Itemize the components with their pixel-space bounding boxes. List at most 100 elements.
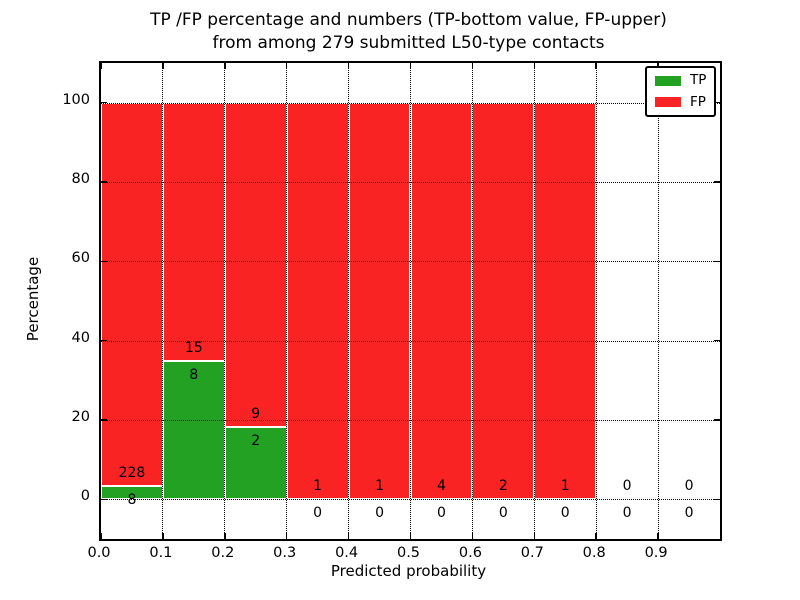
x-tick-top bbox=[533, 63, 536, 69]
x-tick-top bbox=[162, 63, 164, 69]
chart-title: TP /FP percentage and numbers (TP-bottom… bbox=[99, 9, 718, 55]
x-tick-bottom bbox=[162, 533, 164, 539]
fp-bar-segment bbox=[162, 102, 225, 362]
chart-title-line2: from among 279 submitted L50-type contac… bbox=[212, 33, 605, 53]
fp-count-label: 228 bbox=[118, 464, 146, 481]
y-tick-right bbox=[714, 101, 720, 104]
y-tick-left bbox=[101, 498, 107, 501]
x-tick-label: 0.1 bbox=[149, 545, 173, 561]
fp-legend-label: FP bbox=[690, 93, 706, 110]
tp-legend-label: TP bbox=[690, 72, 707, 88]
y-tick-label: 60 bbox=[71, 250, 90, 267]
x-gridline bbox=[657, 63, 659, 539]
x-gridline bbox=[595, 63, 597, 539]
fp-count-label: 4 bbox=[436, 478, 446, 495]
y-tick-right bbox=[714, 339, 720, 342]
y-tick-left bbox=[101, 101, 107, 104]
x-tick-top bbox=[224, 63, 226, 69]
fp-bar-segment bbox=[224, 102, 287, 428]
y-tick-right bbox=[714, 260, 720, 263]
x-tick-label: 0.6 bbox=[458, 545, 482, 561]
y-tick-label: 40 bbox=[71, 329, 90, 346]
y-tick-left bbox=[101, 260, 107, 263]
x-tick-bottom bbox=[657, 533, 659, 539]
tp-count-label: 0 bbox=[684, 505, 694, 522]
x-tick-label: 0.9 bbox=[644, 545, 668, 561]
x-gridline bbox=[471, 63, 473, 539]
y-tick-label: 20 bbox=[71, 409, 90, 425]
tp-legend-swatch bbox=[655, 75, 681, 86]
x-gridline bbox=[162, 63, 164, 539]
x-tick-bottom bbox=[224, 533, 226, 539]
fp-count-label: 15 bbox=[184, 340, 203, 357]
fp-count-label: 1 bbox=[313, 478, 323, 495]
tp-count-label: 0 bbox=[375, 505, 384, 522]
x-tick-top bbox=[100, 63, 102, 69]
x-gridline bbox=[224, 63, 226, 539]
x-tick-label: 0.3 bbox=[273, 545, 297, 561]
fp-legend-swatch bbox=[655, 97, 681, 108]
y-tick-right bbox=[714, 419, 720, 421]
x-tick-label: 0.8 bbox=[582, 545, 606, 561]
tp-count-label: 0 bbox=[560, 505, 570, 522]
fp-bar-segment bbox=[348, 102, 411, 500]
tp-bar-segment bbox=[224, 427, 287, 500]
fp-count-label: 9 bbox=[251, 406, 261, 423]
fp-count-label: 0 bbox=[684, 478, 694, 495]
y-tick-left bbox=[101, 181, 107, 183]
y-tick-label: 100 bbox=[62, 91, 90, 108]
x-tick-top bbox=[471, 63, 474, 69]
x-tick-bottom bbox=[533, 533, 536, 539]
x-tick-label: 0.2 bbox=[211, 545, 235, 561]
legend: TP FP bbox=[645, 66, 716, 117]
fp-bar-segment bbox=[101, 102, 163, 486]
x-tick-bottom bbox=[471, 533, 474, 539]
x-tick-bottom bbox=[347, 533, 350, 539]
plot-area: 228 8 15 8 9 2 1 0 1 0 4 0 2 0 1 0 0 0 0 0 bbox=[99, 61, 722, 541]
legend-item-tp: TP bbox=[655, 72, 707, 88]
tp-count-label: 2 bbox=[251, 433, 261, 450]
y-tick-left bbox=[101, 339, 107, 342]
tp-count-label: 8 bbox=[127, 491, 137, 508]
x-axis-title: Predicted probability bbox=[330, 562, 487, 580]
x-tick-label: 0.4 bbox=[335, 545, 359, 561]
fp-count-label: 1 bbox=[375, 478, 384, 495]
legend-item-fp: FP bbox=[655, 93, 706, 110]
x-gridline bbox=[348, 63, 350, 539]
fp-bar-segment bbox=[534, 102, 597, 500]
x-tick-bottom bbox=[100, 533, 102, 539]
y-tick-left bbox=[101, 419, 107, 421]
x-tick-label: 0.0 bbox=[87, 545, 111, 561]
x-tick-bottom bbox=[595, 533, 597, 539]
tp-count-label: 0 bbox=[436, 505, 446, 522]
x-tick-top bbox=[285, 63, 288, 69]
tp-count-label: 0 bbox=[313, 505, 323, 522]
fp-count-label: 1 bbox=[560, 478, 570, 495]
x-tick-bottom bbox=[285, 533, 288, 539]
x-tick-top bbox=[409, 63, 412, 69]
x-tick-label: 0.5 bbox=[396, 545, 421, 561]
y-tick-label: 80 bbox=[71, 171, 90, 187]
x-tick-bottom bbox=[409, 533, 412, 539]
tp-bar-segment bbox=[162, 361, 225, 500]
fp-count-label: 2 bbox=[498, 478, 508, 495]
x-gridline bbox=[533, 63, 535, 539]
x-tick-top bbox=[347, 63, 350, 69]
tp-count-label: 0 bbox=[622, 505, 632, 522]
x-tick-top bbox=[595, 63, 597, 69]
x-tick-label: 0.7 bbox=[520, 545, 544, 561]
fp-bar-segment bbox=[286, 102, 349, 500]
y-tick-right bbox=[714, 498, 720, 501]
x-gridline bbox=[410, 63, 411, 539]
y-tick-label: 0 bbox=[80, 488, 90, 505]
y-axis-title: Percentage bbox=[24, 256, 42, 342]
tp-count-label: 8 bbox=[189, 367, 199, 384]
fp-bar-segment bbox=[410, 102, 473, 500]
tp-count-label: 0 bbox=[498, 505, 508, 522]
y-tick-right bbox=[714, 181, 720, 183]
chart-title-line1: TP /FP percentage and numbers (TP-bottom… bbox=[150, 10, 667, 30]
x-gridline bbox=[286, 63, 288, 539]
fp-bar-segment bbox=[472, 102, 535, 500]
fp-count-label: 0 bbox=[622, 478, 632, 495]
